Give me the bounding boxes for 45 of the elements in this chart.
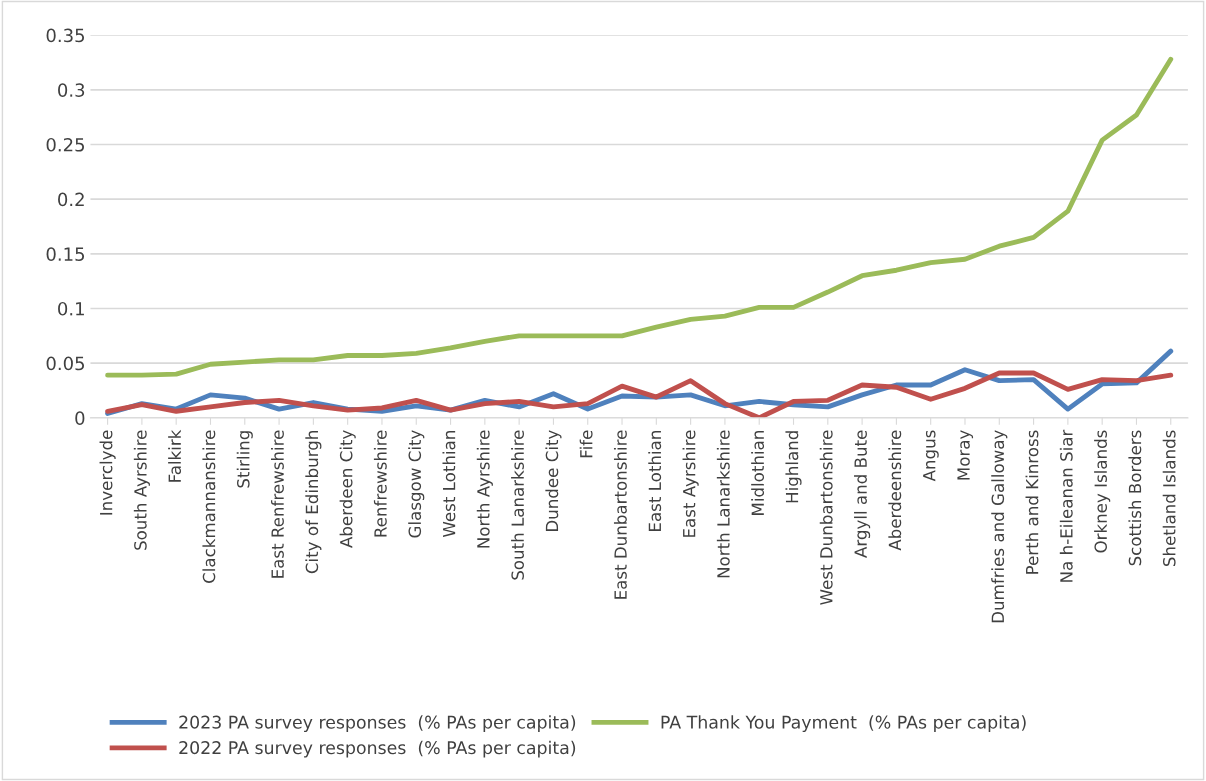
y-tick-label: 0.35	[46, 28, 85, 43]
x-tick-label: City of Edinburgh	[305, 431, 322, 574]
legend-label: PA Thank You Payment (% PAs per capita)	[661, 715, 1026, 733]
x-tick-label: Midlothian	[751, 431, 765, 515]
x-tick-label: Angus	[923, 430, 939, 482]
line-series	[105, 56, 1174, 378]
x-tick-label: East Dunbartonshire	[613, 430, 627, 599]
y-tick-label: 0.15	[46, 247, 85, 261]
x-tick-label: Dundee City	[545, 430, 562, 532]
x-tick-label: Argyll and Bute	[854, 430, 871, 558]
x-tick-label: Orkney Islands	[1094, 430, 1111, 553]
x-tick-label: Clackmannanshire	[202, 430, 216, 583]
y-tick-label: 0	[75, 411, 85, 425]
line-series	[105, 370, 1174, 418]
y-tick-label: 0.25	[46, 137, 85, 152]
x-tick-label: East Lothian	[648, 431, 662, 531]
x-tick-label: North Lanarkshire	[716, 430, 730, 578]
x-tick-label: Aberdeenshire	[888, 430, 902, 551]
y-tick-label: 0.2	[58, 192, 84, 207]
y-tick-label: 0.1	[58, 301, 84, 316]
x-tick-label: Fife	[579, 430, 593, 458]
x-tick-label: Aberdeen City	[339, 430, 356, 548]
x-tick-label: South Lanarkshire	[511, 430, 524, 580]
legend-label: 2023 PA survey responses (% PAs per capita)	[179, 715, 576, 733]
x-tick-label: Perth and Kinross	[1025, 430, 1039, 574]
x-tick-label: South Ayrshire	[133, 430, 150, 550]
x-tick-label: Scottish Borders	[1128, 430, 1142, 566]
x-tick-label: East Renfrewshire	[271, 430, 284, 578]
y-tick-label: 0.3	[58, 83, 85, 97]
x-tick-label: Renfrewshire	[373, 430, 387, 537]
x-tick-label: Shetland Islands	[1162, 430, 1176, 567]
x-tick-label: West Lothian	[442, 431, 456, 538]
x-tick-label: Falkirk	[168, 429, 182, 482]
x-tick-label: West Dunbartonshire	[819, 430, 833, 605]
y-tick-label: 0.05	[46, 356, 85, 371]
x-tick-label: East Ayrshire	[682, 430, 699, 537]
x-tick-label: Dumfries and Galloway	[991, 430, 1008, 623]
x-tick-label: Inverclyde	[99, 430, 116, 515]
x-tick-label: Moray	[957, 430, 974, 480]
x-tick-label: Stirling	[236, 431, 253, 488]
x-tick-label: North Ayrshire	[476, 430, 493, 548]
x-tick-label: Glasgow City	[408, 430, 425, 538]
x-tick-label: Na h-Eileanan Siar	[1059, 429, 1073, 582]
legend-label: 2022 PA survey responses (% PAs per capita)	[179, 740, 576, 758]
x-tick-label: Highland	[785, 431, 802, 503]
